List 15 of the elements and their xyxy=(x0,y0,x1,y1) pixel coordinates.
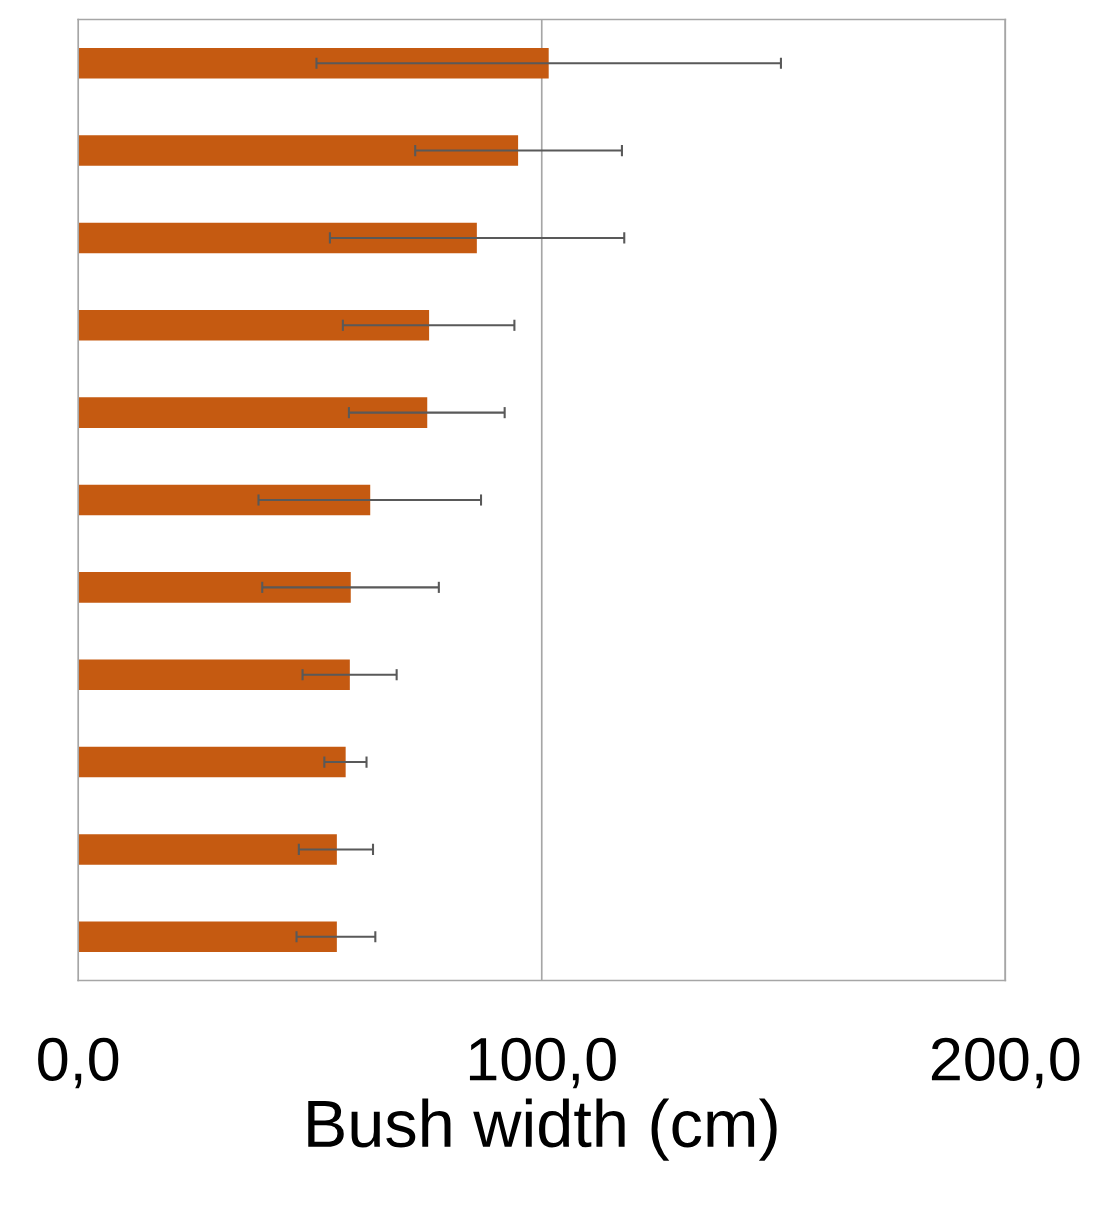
bar xyxy=(78,572,351,603)
x-tick-label: 100,0 xyxy=(469,1037,616,1089)
x-tick-label: 0,0 xyxy=(38,1037,119,1089)
x-axis-title: Bush width (cm) xyxy=(308,1098,777,1161)
bar xyxy=(78,397,428,428)
bar xyxy=(78,310,430,341)
bar xyxy=(78,834,337,865)
bar xyxy=(78,659,350,690)
bar xyxy=(78,484,371,516)
bar xyxy=(78,921,337,953)
bar xyxy=(78,746,346,778)
x-tick-label: 200,0 xyxy=(931,1037,1080,1089)
bar xyxy=(78,135,519,166)
bar xyxy=(78,47,549,79)
bar xyxy=(78,222,477,254)
